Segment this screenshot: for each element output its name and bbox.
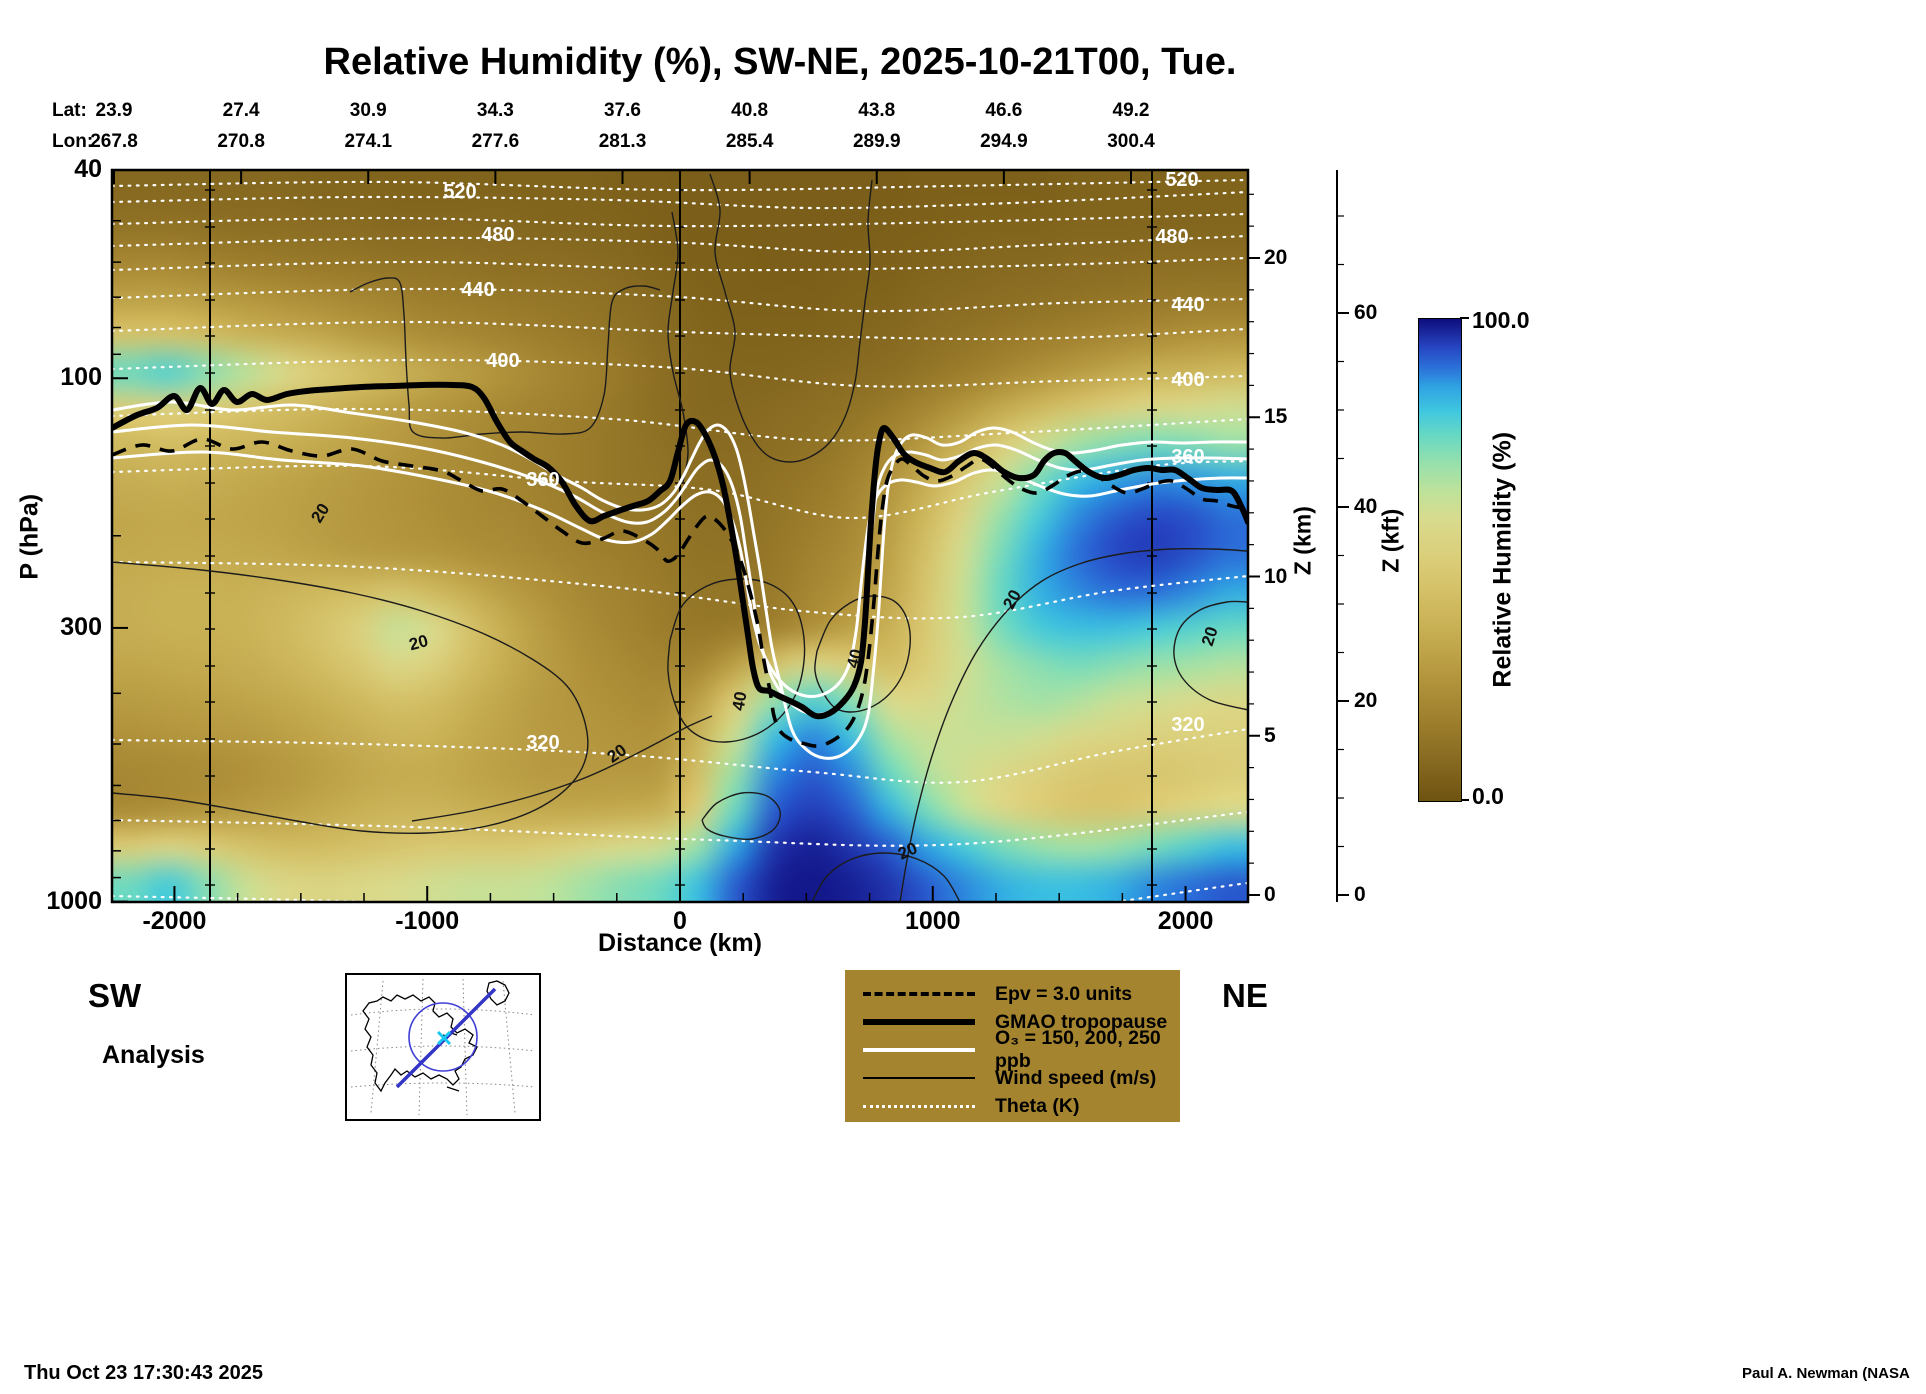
x-tick-label: 1000	[904, 907, 961, 935]
corner-label-ne: NE	[1222, 977, 1268, 1014]
wind-contour	[709, 173, 873, 463]
page-title: Relative Humidity (%), SW-NE, 2025-10-21…	[323, 41, 1237, 83]
epv-line-sample	[863, 992, 975, 996]
wind-contour-label: 20	[604, 740, 630, 766]
zkm-tick-label: 20	[1264, 246, 1288, 269]
wind-contour	[112, 561, 589, 835]
lon-tick-label: 277.6	[471, 131, 520, 152]
lon-tick-label: 300.4	[1107, 131, 1155, 152]
legend-item-tropopause: GMAO tropopause	[845, 1008, 1180, 1036]
colorbar-max-label: 100.0	[1472, 307, 1530, 333]
theta-line-sample	[863, 1104, 975, 1108]
theta-contour-label: 400	[486, 350, 519, 372]
lon-tick-label: 274.1	[344, 131, 393, 152]
legend-label: Epv = 3.0 units	[995, 982, 1133, 1005]
p-tick-label: 40	[74, 155, 102, 183]
wind-contour	[667, 578, 806, 743]
run-timestamp: Thu Oct 23 17:30:43 2025	[24, 1362, 264, 1384]
theta-contour-label: 480	[1155, 226, 1188, 248]
lon-tick-label: 285.4	[725, 131, 774, 152]
theta-contour-label: 360	[526, 469, 559, 491]
legend-label: O₃ = 150, 200, 250 ppb	[995, 1027, 1161, 1072]
colorbar-title: Relative Humidity (%)	[1488, 431, 1517, 688]
lat-tick-label: 27.4	[222, 100, 260, 121]
lon-axis-prefix: Lon:	[52, 131, 94, 152]
pressure-axis-label: P (hPa)	[15, 493, 44, 580]
zkft-tick-label: 20	[1354, 689, 1378, 712]
distance-axis-label: Distance (km)	[598, 929, 762, 957]
wind-contour	[411, 715, 713, 822]
lat-tick-label: 30.9	[349, 100, 387, 121]
lat-tick-label: 34.3	[476, 100, 514, 121]
lon-tick-label: 294.9	[980, 131, 1028, 152]
wind-contour	[811, 852, 961, 902]
colorbar	[1418, 318, 1462, 802]
x-tick-label: -1000	[395, 907, 460, 935]
zkft-tick-label: 0	[1354, 883, 1366, 906]
theta-contour-label: 320	[526, 732, 559, 754]
colorbar-min-label: 0.0	[1472, 783, 1504, 809]
legend-item-theta: Theta (K)	[845, 1092, 1180, 1120]
zkm-tick-label: 0	[1264, 883, 1276, 906]
inset-map	[345, 973, 541, 1121]
theta-contour-label: 440	[461, 279, 494, 301]
zkm-tick-label: 5	[1264, 723, 1276, 747]
wind-contour-label: 40	[729, 690, 751, 712]
p-tick-label: 300	[60, 612, 102, 641]
wind-line-sample	[863, 1077, 975, 1079]
zkft-tick-label: 60	[1354, 301, 1378, 324]
wind-contour	[1173, 600, 1248, 711]
map-section-circle	[408, 1002, 478, 1072]
lat-axis-prefix: Lat:	[52, 100, 87, 121]
lat-tick-label: 23.9	[95, 100, 133, 121]
p-tick-label: 1000	[46, 886, 102, 915]
zkft-axis-label: Z (kft)	[1377, 508, 1404, 573]
x-tick-label: 0	[673, 907, 687, 935]
map-center-marker	[436, 1030, 452, 1046]
legend-item-ozone: O₃ = 150, 200, 250 ppb	[845, 1027, 1180, 1072]
lat-tick-label: 43.8	[858, 100, 896, 121]
lon-tick-label: 267.8	[90, 131, 138, 152]
wind-contour-label: 20	[1198, 624, 1222, 648]
theta-contour-label: 480	[481, 224, 514, 246]
legend-label: GMAO tropopause	[995, 1010, 1168, 1033]
zkm-tick-label: 10	[1264, 564, 1288, 588]
legend-label: Wind speed (m/s)	[995, 1066, 1157, 1089]
map-graticule	[350, 978, 536, 1116]
x-tick-label: -2000	[142, 907, 207, 935]
zkm-tick-label: 15	[1264, 405, 1288, 429]
analysis-label: Analysis	[102, 1041, 205, 1069]
wind-contour-label: 20	[407, 631, 430, 654]
wind-contour-label: 20	[895, 838, 920, 863]
theta-contour-label: 440	[1171, 294, 1204, 316]
corner-label-sw: SW	[88, 977, 142, 1014]
zkm-axis-label: Z (km)	[1289, 506, 1316, 576]
theta-contour-label: 520	[443, 181, 476, 203]
wind-contour	[701, 791, 781, 840]
lon-tick-label: 270.8	[217, 131, 265, 152]
zkft-tick-label: 40	[1354, 495, 1378, 518]
lat-tick-label: 37.6	[604, 100, 641, 121]
ozone-line-sample	[863, 1048, 975, 1052]
lat-tick-label: 40.8	[731, 100, 769, 121]
lon-tick-label: 281.3	[598, 131, 647, 152]
lon-tick-label: 289.9	[852, 131, 901, 152]
legend-label: Theta (K)	[995, 1094, 1080, 1117]
lat-tick-label: 49.2	[1112, 100, 1150, 121]
tropopause-line-sample	[863, 1019, 975, 1025]
x-tick-label: 2000	[1157, 907, 1214, 935]
lat-tick-label: 46.6	[985, 100, 1023, 121]
theta-contour-label: 320	[1171, 714, 1204, 736]
theta-contour-label: 400	[1171, 369, 1204, 391]
credit-text: Paul A. Newman (NASA	[1742, 1365, 1910, 1382]
p-tick-label: 100	[60, 363, 102, 392]
legend-item-wind: Wind speed (m/s)	[845, 1064, 1180, 1092]
legend: Epv = 3.0 units GMAO tropopause O₃ = 150…	[845, 970, 1180, 1122]
theta-contour-label: 360	[1171, 446, 1204, 468]
wind-contour-label: 20	[307, 500, 333, 526]
legend-item-epv: Epv = 3.0 units	[845, 980, 1180, 1008]
theta-contour-label: 520	[1165, 170, 1198, 191]
